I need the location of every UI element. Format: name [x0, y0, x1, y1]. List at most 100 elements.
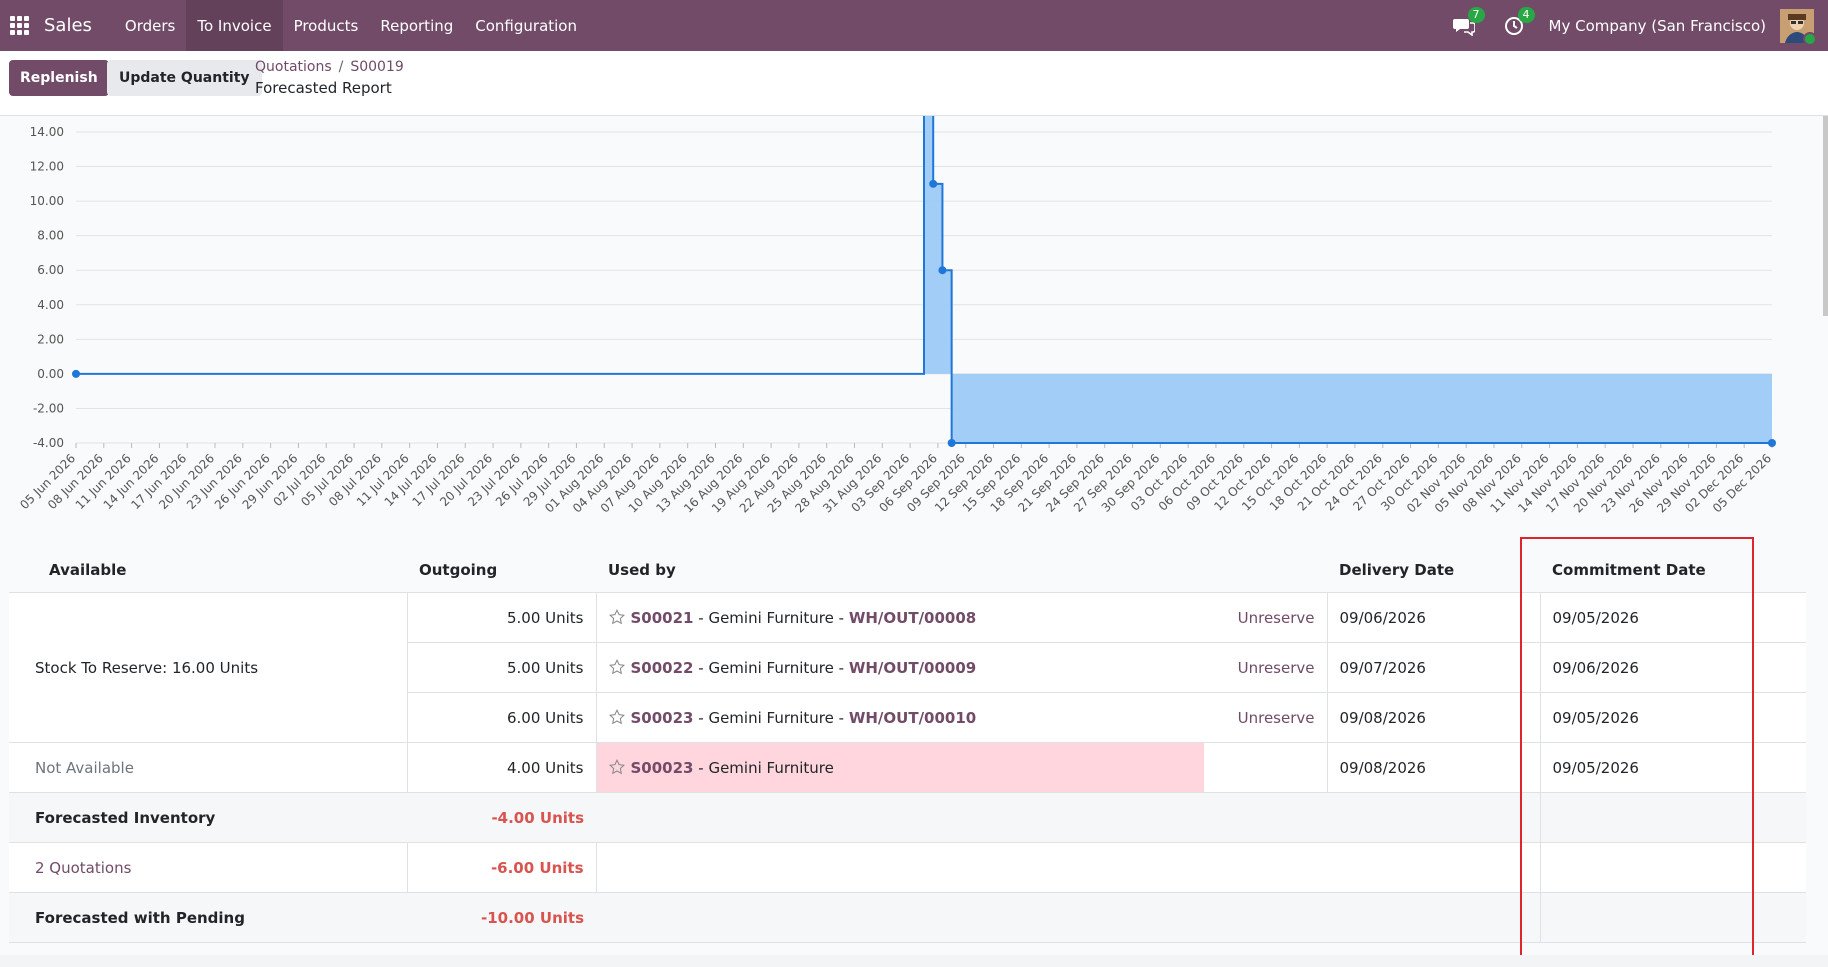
series-line [76, 116, 1772, 444]
app-brand[interactable]: Sales [44, 15, 92, 36]
forecast-table: Available Outgoing Used by Delivery Date… [9, 548, 1806, 943]
forecast-chart: 14.00 12.00 10.00 8.00 6.00 4.00 2.00 0.00 -2.00… [0, 116, 1828, 536]
unreserve-label[interactable]: Unreserve [1237, 658, 1315, 677]
order-link[interactable]: S00023 [630, 758, 694, 777]
partner-name: - Gemini Furniture [693, 758, 834, 777]
nav-to-invoice[interactable]: To Invoice [186, 0, 283, 51]
breadcrumb-separator: / [338, 59, 344, 75]
y-tick-label: 14.00 [30, 125, 64, 139]
activity-clock-icon[interactable]: 4 [1501, 6, 1535, 39]
data-point [938, 266, 947, 275]
y-tick-label: -2.00 [33, 401, 64, 415]
table-row: 2 Quotations -6.00 Units [9, 842, 1806, 893]
table-row: 6.00 Units S00023 - Gemini Furniture - W… [9, 692, 1806, 743]
empty-cell [1539, 842, 1806, 893]
picking-link[interactable]: WH/OUT/00009 [848, 658, 977, 677]
company-switcher[interactable]: My Company (San Francisco) [1548, 16, 1766, 35]
star-icon[interactable] [608, 758, 625, 775]
nav-products[interactable]: Products [293, 16, 359, 35]
star-icon[interactable] [608, 708, 625, 725]
empty-cell [596, 792, 1540, 843]
nav-configuration[interactable]: Configuration [475, 16, 577, 35]
outgoing-qty: 5.00 Units [406, 592, 596, 643]
breadcrumb: Quotations / S00019 [255, 59, 404, 75]
forecasted-pending-value: -10.00 Units [407, 892, 596, 943]
empty-cell [595, 842, 1540, 893]
unreserve-button[interactable]: Unreserve [1204, 592, 1327, 643]
star-icon[interactable] [608, 608, 625, 625]
table-row: Not Available 4.00 Units S00023 - Gemini… [9, 742, 1806, 793]
app-menu-icon[interactable] [10, 15, 30, 36]
replenish-button[interactable]: Replenish [9, 60, 109, 96]
scrollbar[interactable] [1823, 116, 1828, 316]
empty-cell [596, 892, 1540, 943]
quotations-label[interactable]: 2 Quotations [35, 858, 132, 877]
delivery-date: 09/06/2026 [1326, 592, 1540, 643]
stock-to-reserve: Stock To Reserve: 16.00 Units [9, 592, 407, 743]
y-tick-label: 6.00 [37, 263, 64, 277]
update-quantity-button[interactable]: Update Quantity [107, 60, 262, 96]
outgoing-qty: 5.00 Units [406, 642, 596, 693]
page-title: Forecasted Report [255, 79, 392, 97]
data-point [947, 439, 956, 447]
unreserve-label[interactable]: Unreserve [1237, 708, 1315, 727]
partner-name: - Gemini Furniture - [693, 658, 849, 677]
y-tick-label: 0.00 [37, 367, 64, 381]
empty-cell [1539, 792, 1806, 843]
delivery-date: 09/08/2026 [1326, 742, 1540, 793]
partner-name: - Gemini Furniture - [693, 608, 849, 627]
y-tick-label: -4.00 [33, 436, 64, 450]
table-row: 5.00 Units S00022 - Gemini Furniture - W… [9, 642, 1806, 693]
messages-icon[interactable]: 7 [1451, 6, 1485, 39]
picking-link[interactable]: WH/OUT/00010 [848, 708, 977, 727]
unreserve-button[interactable]: Unreserve [1204, 642, 1327, 693]
unreserve-button[interactable]: Unreserve [1204, 692, 1327, 743]
not-available-label: Not Available [9, 742, 407, 793]
header-outgoing: Outgoing [419, 561, 498, 579]
outgoing-qty: 4.00 Units [406, 742, 596, 793]
y-tick-label: 2.00 [37, 332, 64, 346]
commitment-date: 09/05/2026 [1539, 692, 1806, 743]
unreserve-label[interactable]: Unreserve [1237, 608, 1315, 627]
top-navbar: Sales Orders To Invoice Products Reporti… [0, 0, 1828, 51]
used-by-cell: S00023 - Gemini Furniture [595, 742, 1204, 793]
nav-reporting[interactable]: Reporting [380, 16, 454, 35]
y-tick-label: 10.00 [30, 194, 64, 208]
breadcrumb-record[interactable]: S00019 [350, 59, 404, 75]
order-link[interactable]: S00022 [630, 658, 694, 677]
table-row: Stock To Reserve: 16.00 Units 5.00 Units… [9, 592, 1806, 743]
commitment-date: 09/06/2026 [1539, 642, 1806, 693]
header-used-by: Used by [608, 561, 676, 579]
bottom-strip [0, 955, 1828, 967]
delivery-date: 09/08/2026 [1326, 692, 1540, 743]
quotations-link[interactable]: 2 Quotations [9, 842, 407, 893]
control-panel: Replenish Update Quantity Quotations / S00… [0, 51, 1828, 116]
messages-badge: 7 [1467, 6, 1485, 23]
header-delivery-date: Delivery Date [1339, 561, 1455, 579]
nav-orders[interactable]: Orders [124, 16, 176, 35]
partner-name: - Gemini Furniture - [693, 708, 849, 727]
forecasted-inventory-label: Forecasted Inventory [9, 792, 407, 843]
commitment-date: 09/05/2026 [1539, 592, 1806, 643]
header-available: Available [49, 561, 127, 579]
delivery-date: 09/07/2026 [1326, 642, 1540, 693]
y-tick-label: 8.00 [37, 229, 64, 243]
picking-link[interactable]: WH/OUT/00008 [848, 608, 977, 627]
systray: 7 4 My Company (San Francisco) [1439, 0, 1828, 51]
order-link[interactable]: S00023 [630, 708, 694, 727]
activity-badge: 4 [1517, 6, 1535, 23]
data-point [929, 179, 938, 188]
star-icon[interactable] [608, 658, 625, 675]
table-row: Forecasted with Pending -10.00 Units [9, 892, 1806, 943]
forecasted-inventory-value: -4.00 Units [407, 792, 596, 843]
used-by-cell: S00022 - Gemini Furniture - WH/OUT/00009 [595, 642, 1204, 693]
y-tick-label: 4.00 [37, 298, 64, 312]
order-link[interactable]: S00021 [630, 608, 694, 627]
breadcrumb-quotations[interactable]: Quotations [255, 59, 332, 75]
user-avatar[interactable] [1780, 8, 1817, 46]
commitment-date: 09/05/2026 [1539, 742, 1806, 793]
empty-cell [1539, 892, 1806, 943]
empty-cell [1204, 742, 1327, 793]
header-commitment-date: Commitment Date [1552, 561, 1706, 579]
outgoing-qty: 6.00 Units [406, 692, 596, 743]
